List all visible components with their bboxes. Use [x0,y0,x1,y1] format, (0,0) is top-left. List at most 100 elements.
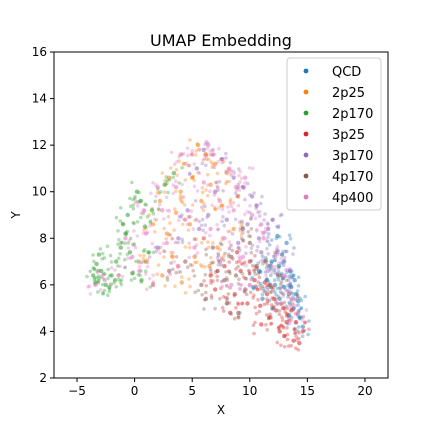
point-2p170-17-3 [152,212,156,216]
point-2p170-0 [97,252,101,256]
point-4p400-3-3 [186,154,190,158]
point-QCD-20-3 [273,278,277,282]
legend: QCD2p252p1703p253p1704p1704p400 [287,58,381,210]
point-3p25-19-3 [285,313,289,317]
point-3p170-5-3 [283,256,287,260]
point-4p400-22-1 [264,274,268,278]
point-4p400-39-4 [282,295,286,299]
point-3p170-14 [185,208,189,212]
point-2p170-0-4 [103,256,107,260]
point-4p400-38-2 [254,217,258,221]
point-2p170-18-0 [159,190,163,194]
legend-marker [304,111,309,116]
point-2p170-21-0 [140,280,144,284]
point-4p400-15-3 [217,206,221,210]
legend-label: 2p25 [332,86,365,101]
point-2p170-14-2 [123,258,127,262]
point-2p170-13 [135,190,139,194]
point-4p400-32-0 [143,209,147,213]
point-4p400-26-1 [288,276,292,280]
point-2p25-15-1 [162,227,166,231]
point-4p400-38 [259,222,263,226]
point-4p170-13-2 [271,288,275,292]
point-4p170-8-3 [279,282,283,286]
point-3p170-15-2 [262,218,266,222]
point-4p400-16-3 [191,227,195,231]
point-QCD-12-0 [301,334,305,338]
point-2p170-14-4 [134,260,138,264]
point-3p170-10-2 [256,245,260,249]
point-4p400-27-0 [228,240,232,244]
point-QCD-19-2 [296,289,300,293]
point-3p25-11-4 [240,302,244,306]
point-4p170-2-3 [227,255,231,259]
legend-marker [304,195,309,200]
point-3p25-25-1 [279,344,283,348]
point-2p170-22-0 [165,181,169,185]
point-4p400-17-2 [226,205,230,209]
point-3p170-13-4 [259,202,263,206]
point-3p170-8-1 [216,188,220,192]
point-4p400-17 [232,208,236,212]
point-4p170-19-3 [278,309,282,313]
y-tick-label: 4 [39,324,47,338]
point-4p400-2-3 [239,170,243,174]
point-4p400-29-0 [271,296,275,300]
point-4p400-39-1 [293,297,297,301]
point-2p25-9-4 [227,180,231,184]
point-4p400-33-2 [119,241,123,245]
point-2p170-10 [126,213,130,217]
point-4p400-11-2 [243,213,247,217]
point-4p170-2-4 [231,249,235,253]
point-3p25-21 [248,259,252,263]
point-2p170-13-4 [130,181,134,185]
y-tick-label: 14 [32,92,47,106]
point-4p400-0-2 [203,154,207,158]
point-4p400-36-2 [213,153,217,157]
point-4p400-2 [243,176,247,180]
point-4p170-6-4 [236,316,240,320]
point-2p25-20-1 [138,254,142,258]
point-2p170-16-3 [139,216,143,220]
point-4p170-8-0 [285,279,289,283]
point-3p170-14-3 [180,213,184,217]
point-4p400-27-3 [221,236,225,240]
point-2p25-4-2 [207,158,211,162]
legend-label: 2p170 [332,107,373,122]
point-3p170-21 [257,236,261,240]
point-4p400-5-2 [167,209,171,213]
point-QCD-10-4 [288,233,292,237]
point-3p170-8-4 [218,180,222,184]
point-4p400-21-2 [244,264,248,268]
point-3p170-7-4 [204,164,208,168]
point-4p170-3-4 [220,243,224,247]
point-3p170-2-2 [234,191,238,195]
x-tick-label: 15 [300,384,315,398]
point-4p400-39-0 [288,290,292,294]
point-QCD-19-0 [303,295,307,299]
point-2p25-7-1 [204,188,208,192]
point-4p400-28-4 [244,288,248,292]
point-3p170-21-4 [265,247,269,251]
point-4p400-8-1 [124,266,128,270]
point-2p25-23-4 [155,272,159,276]
point-3p170-19-0 [201,229,205,233]
point-3p170-3-1 [260,195,264,199]
point-3p25-19-4 [302,315,306,319]
point-4p400-3 [190,152,194,156]
point-2p170-17-4 [157,207,161,211]
point-4p400-5-0 [158,203,162,207]
point-2p170-10-2 [131,221,135,225]
point-4p400-25-2 [148,277,152,281]
point-3p25-7 [258,304,262,308]
point-4p170-11-3 [227,270,231,274]
point-3p170-18 [176,236,180,240]
point-3p170-11-0 [203,205,207,209]
point-3p25-9 [245,301,249,305]
point-4p170-4-2 [251,264,255,268]
point-3p25-7-1 [256,298,260,302]
point-4p400-18-0 [144,272,148,276]
point-3p170-19-2 [204,223,208,227]
point-2p25-23-2 [157,263,161,267]
point-3p170-15-3 [277,224,281,228]
